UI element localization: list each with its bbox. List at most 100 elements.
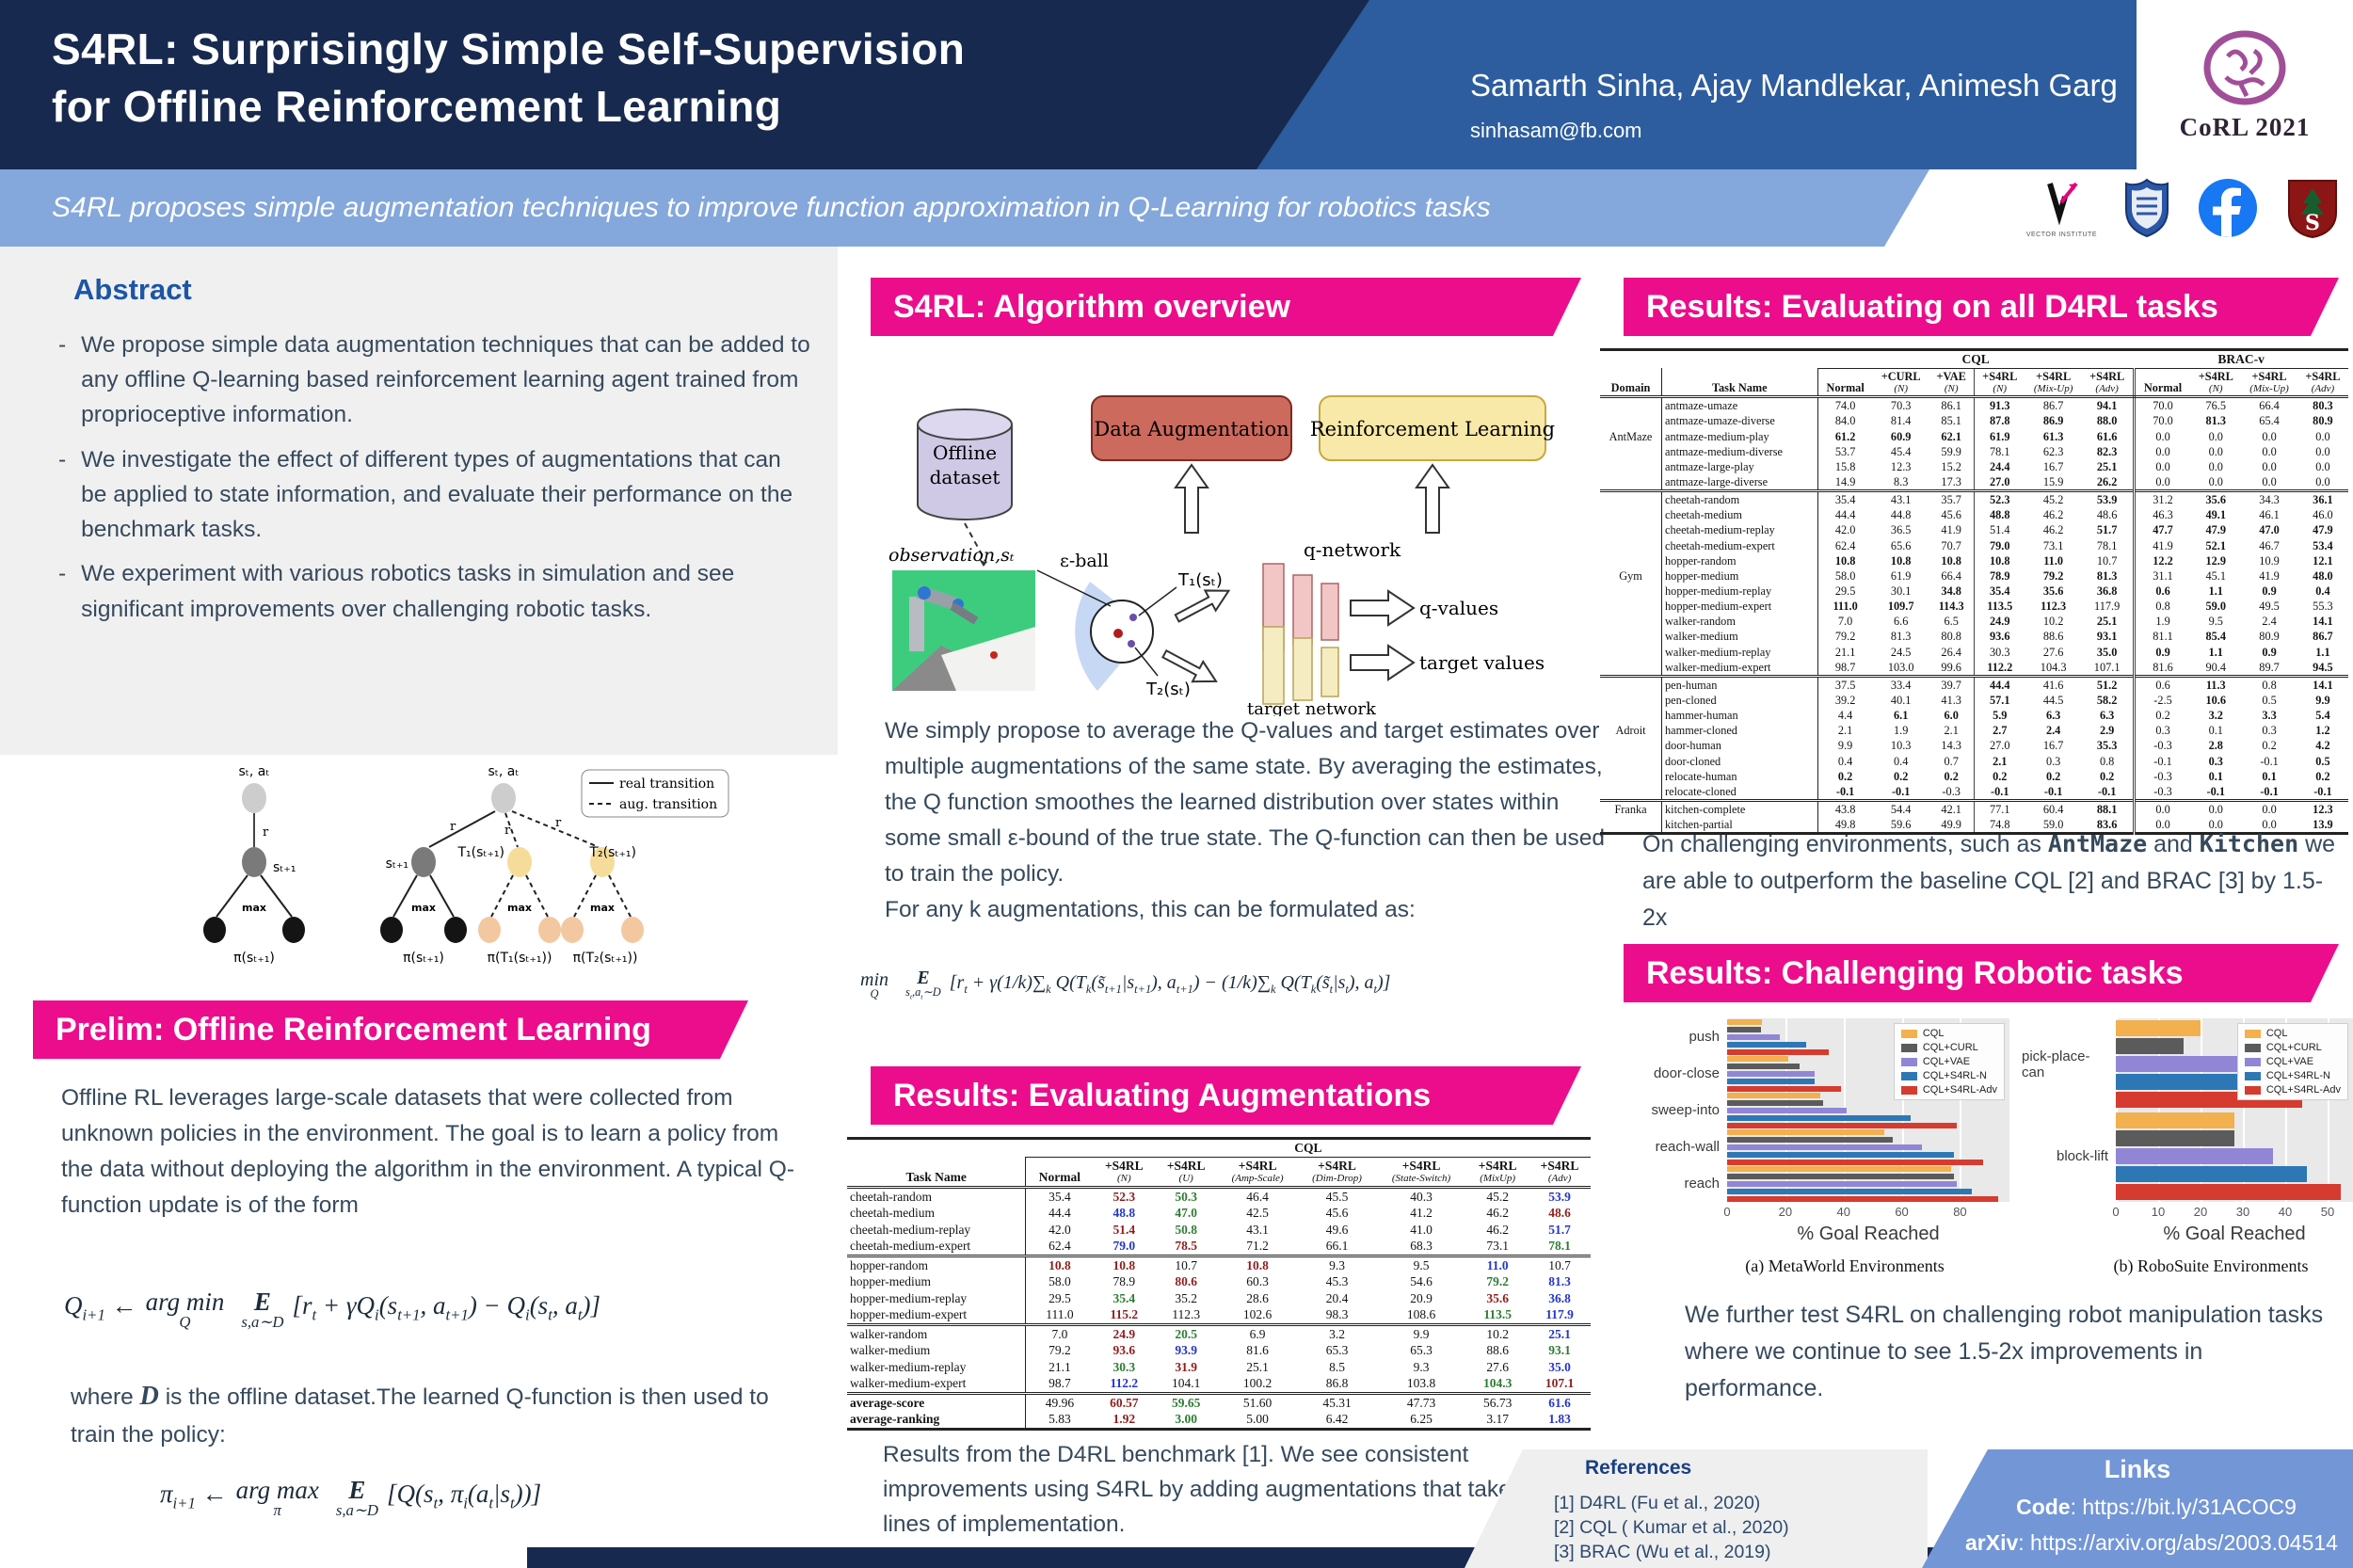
svg-text:Data Augmentation: Data Augmentation <box>1094 418 1289 440</box>
bar <box>1727 1188 1972 1194</box>
page-title: S4RL: Surprisingly Simple Self-Supervisi… <box>52 21 965 135</box>
table-row: walker-medium-replay 21.1 30.3 31.9 25.1 8.5 9… <box>847 1358 1591 1376</box>
table-row: antmaze-umaze 74.0 70.3 86.1 91.3 86.7 94.1 70.… <box>1600 396 2348 414</box>
bar <box>1727 1122 1958 1128</box>
eq1-lhs: Qi+1 ← <box>64 1291 137 1324</box>
bar <box>1727 1078 1815 1084</box>
table-row: walker-medium 79.2 93.6 93.9 81.6 65.3 65.3 88.… <box>847 1342 1591 1359</box>
table-row: cheetah-medium-replay 42.0 36.5 41.9 51.4 46.… <box>1600 522 2348 538</box>
table-row: hopper-medium-replay 29.5 30.1 34.8 35.4 35.6… <box>1600 583 2348 600</box>
algorithm-paragraph: We simply propose to average the Q-value… <box>885 718 1605 922</box>
table-row: hopper-medium-expert 111.0 115.2 112.3 102.6… <box>847 1306 1591 1325</box>
eq2-argmax: arg max <box>235 1476 319 1504</box>
table-row: relocate-cloned -0.1 -0.1 -0.3 -0.1 -0.1 -0.1-… <box>1600 783 2348 801</box>
table-row: hopper-medium 58.0 78.9 80.6 60.3 45.3 54.6 79.… <box>847 1273 1591 1290</box>
table-row: pen-cloned 39.2 40.1 41.3 57.1 44.5 58.2 -2.5 10… <box>1600 692 2348 709</box>
table-row: cheetah-medium 44.4 48.8 47.0 42.5 45.6 41.2 46… <box>847 1205 1591 1222</box>
chart-legend: CQL CQL+CURL CQL+VAE CQL+S4RL-N CQL+S4RL-Adv <box>1893 1023 2005 1100</box>
table-row: door-human 9.9 10.3 14.3 27.0 16.7 35.3 -0.3 2.8… <box>1600 738 2348 754</box>
where-dataset-line: where D is the offline dataset.The learn… <box>71 1382 769 1448</box>
table-row: antmaze-large-play 15.8 12.3 15.2 24.4 16.7 25… <box>1600 458 2348 474</box>
section-banner-algorithm: S4RL: Algorithm overview <box>871 278 1581 336</box>
epsilon-ball: ε-ball T₁(sₜ) T₂(sₜ) <box>1036 551 1223 699</box>
eq2-lhs: πi+1 ← <box>160 1480 228 1512</box>
references-panel: References [1] D4RL (Fu et al., 2020) [2]… <box>1465 1449 1928 1568</box>
table-row: Franka kitchen-complete 43.8 54.4 42.1 77.1 60… <box>1600 798 2348 818</box>
bar <box>1727 1026 1761 1032</box>
category-label: reach-wall <box>1655 1139 1720 1155</box>
eq3-body: [rt + γ(1/k)∑k Q(Tk(s̃t+1|st+1), at+1) −… <box>949 971 1391 996</box>
t1-label: T₁(sₜ) <box>1177 570 1223 590</box>
svg-text:T₁(sₜ₊₁): T₁(sₜ₊₁) <box>456 845 504 860</box>
chart-caption: (a) MetaWorld Environments <box>1745 1256 1945 1275</box>
table-row: door-cloned 0.4 0.4 0.7 2.1 0.3 0.8 -0.1 0.3 -0.1… <box>1600 753 2348 769</box>
svg-text:real transition: real transition <box>619 776 714 792</box>
svg-text:aug. transition: aug. transition <box>619 797 717 812</box>
table-row: cheetah-medium-replay 42.0 51.4 50.8 43.1 49.… <box>847 1221 1591 1239</box>
bar <box>1727 1180 1958 1187</box>
category-label: pick-place-can <box>2022 1048 2090 1080</box>
bar <box>1727 1173 1955 1179</box>
list-item: [2] CQL ( Kumar et al., 2020) <box>1554 1517 1789 1538</box>
table-row: cheetah-medium-expert 62.4 79.0 78.5 71.2 66.… <box>847 1238 1591 1256</box>
data-augmentation-box: Data Augmentation <box>1091 395 1292 461</box>
svg-text:Offline: Offline <box>933 441 997 464</box>
targetnet-label: target network <box>1247 699 1377 716</box>
bar <box>2116 1147 2273 1164</box>
table-row: hopper-medium-replay 29.5 35.4 35.2 28.6 20.4… <box>847 1289 1591 1307</box>
arxiv-link: arXiv: https://arxiv.org/abs/2003.04514 <box>1965 1530 2338 1555</box>
title-line-1: S4RL: Surprisingly Simple Self-Supervisi… <box>52 24 966 73</box>
svg-text:max: max <box>507 902 532 914</box>
bar <box>2116 1183 2341 1200</box>
eq3-min: min <box>860 968 888 990</box>
svg-text:sₜ, aₜ: sₜ, aₜ <box>488 764 519 779</box>
bar <box>1727 1033 1780 1040</box>
svg-text:T₂(sₜ₊₁): T₂(sₜ₊₁) <box>588 845 636 860</box>
section-banner-aug-results: Results: Evaluating Augmentations <box>871 1066 1581 1125</box>
prelim-paragraph: Offline RL leverages large-scale dataset… <box>61 1085 795 1218</box>
list-item: [1] D4RL (Fu et al., 2020) <box>1554 1493 1761 1513</box>
targetvalues-label: target values <box>1419 651 1545 674</box>
table-row: pen-human 37.5 33.4 39.7 44.4 41.6 51.2 0.6 11.3… <box>1600 674 2348 693</box>
abstract-panel: Abstract We propose simple data augmenta… <box>0 247 838 755</box>
bar <box>2116 1020 2201 1037</box>
offline-dataset-cylinder: Offline dataset <box>917 408 1013 520</box>
d4rl-note: On challenging environments, such as Ant… <box>1642 830 2336 931</box>
table-row: walker-medium-replay 21.1 24.5 26.4 30.3 27.6… <box>1600 644 2348 660</box>
bar <box>1727 1055 1788 1062</box>
table-row: average-ranking 5.83 1.92 3.00 5.00 6.42 6.25 3… <box>847 1411 1591 1430</box>
table-row: hammer-human 4.4 6.1 6.0 5.9 6.3 6.3 0.2 3.2 3.3 5… <box>1600 708 2348 724</box>
references-list: [1] D4RL (Fu et al., 2020) [2] CQL ( Kuma… <box>1554 1491 1789 1564</box>
table-row: walker-medium-expert 98.7 103.0 99.6 112.2 10… <box>1600 659 2348 677</box>
table-row: average-score 49.96 60.57 59.65 51.60 45.31 47… <box>847 1391 1591 1412</box>
bar <box>1727 1063 1801 1069</box>
table-row: walker-medium-expert 98.7 112.2 104.1 100.2 8… <box>847 1375 1591 1394</box>
svg-text:r: r <box>450 820 456 834</box>
robotic-note: We further test S4RL on challenging robo… <box>1685 1302 2324 1401</box>
bar <box>2116 1129 2234 1146</box>
bar <box>1727 1165 1952 1172</box>
d4rl-results-table: CQL BRAC-v Domain Task Name Normal +CURL (N) +V… <box>1600 348 2348 836</box>
bar <box>1727 1099 1824 1106</box>
svg-text:π(T₁(sₜ₊₁)): π(T₁(sₜ₊₁)) <box>488 951 552 966</box>
transition-tree-figure: real transition aug. transition sₜ, aₜ r… <box>203 764 729 966</box>
kitchen-code: Kitchen <box>2199 830 2299 857</box>
table-row: hopper-random 10.8 10.8 10.8 10.8 11.0 10.7 12.… <box>1600 552 2348 568</box>
table-row: hopper-random 10.8 10.8 10.7 10.8 9.3 9.5 11.0 1… <box>847 1254 1591 1274</box>
eq1-body: [rt + γQi(st+1, at+1) − Qi(st, at)] <box>292 1291 601 1324</box>
eq1-expectation: E <box>253 1288 271 1316</box>
reinforcement-learning-box: Reinforcement Learning <box>1310 395 1555 461</box>
list-item: We experiment with various robotics task… <box>58 556 811 626</box>
observation-label: observation,sₜ <box>888 545 1015 566</box>
bar <box>1727 1048 1830 1055</box>
chart-caption: (b) RoboSuite Environments <box>2113 1256 2309 1275</box>
svg-text:π(sₜ₊₁): π(sₜ₊₁) <box>233 951 275 966</box>
svg-text:Reinforcement Learning: Reinforcement Learning <box>1310 418 1555 440</box>
table-row: walker-random 7.0 6.6 6.5 24.9 10.2 25.1 1.9 9.5… <box>1600 614 2348 630</box>
robot-observation-image <box>892 570 1035 691</box>
header-accent-shape <box>1257 0 2137 169</box>
list-item: We investigate the effect of different t… <box>58 442 811 548</box>
svg-text:sₜ₊₁: sₜ₊₁ <box>273 860 296 875</box>
svg-text:sₜ₊₁: sₜ₊₁ <box>386 856 408 872</box>
